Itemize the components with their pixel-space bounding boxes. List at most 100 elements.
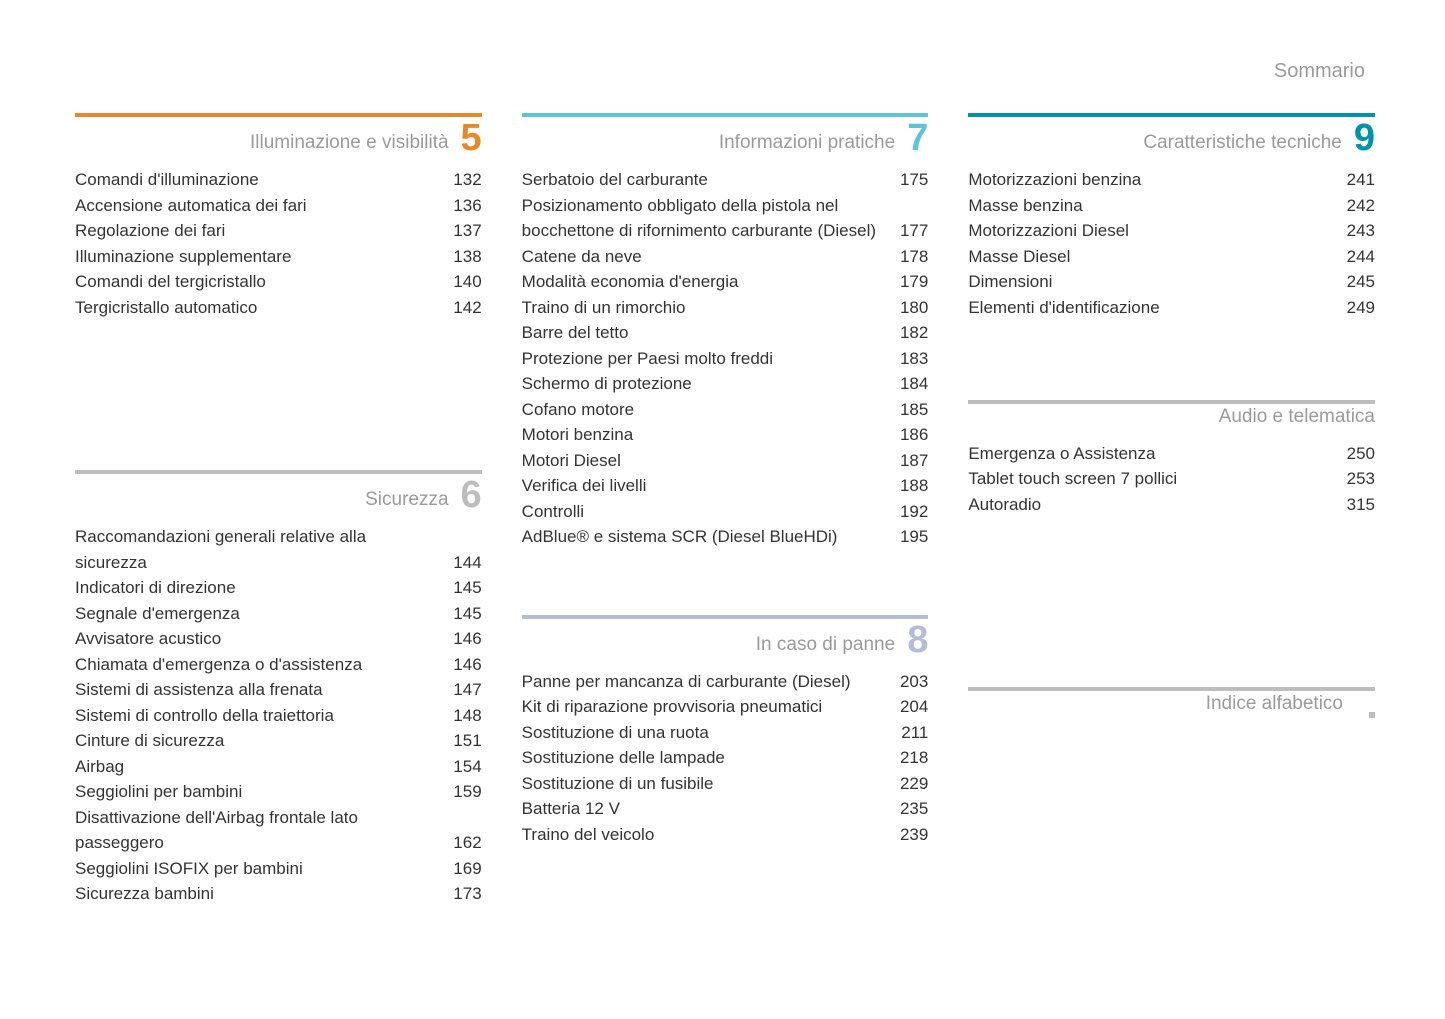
toc-section: In caso di panne8 Panne per mancanza di c… (522, 615, 929, 848)
toc-entry[interactable]: Sostituzione di un fusibile229 (522, 771, 929, 797)
section-number: 7 (907, 119, 928, 157)
toc-entry[interactable]: Tergicristallo automatico142 (75, 295, 482, 321)
toc-entry[interactable]: Regolazione dei fari137 (75, 218, 482, 244)
section-entries: Serbatoio del carburante175Posizionament… (522, 167, 929, 550)
toc-entry[interactable]: Comandi del tergicristallo140 (75, 269, 482, 295)
entry-label: Batteria 12 V (522, 796, 886, 822)
toc-entry[interactable]: Barre del tetto182 (522, 320, 929, 346)
toc-entry[interactable]: Motorizzazioni benzina 241 (968, 167, 1375, 193)
entry-label: Panne per mancanza di carburante (Diesel… (522, 669, 886, 695)
entry-label: Motori benzina (522, 422, 886, 448)
toc-entry[interactable]: Protezione per Paesi molto freddi183 (522, 346, 929, 372)
entry-label: Indicatori di direzione (75, 575, 439, 601)
toc-entry[interactable]: Controlli192 (522, 499, 929, 525)
section-header: Audio e telematica (968, 400, 1375, 431)
toc-entry[interactable]: Posizionamento obbligato della pistola n… (522, 193, 929, 244)
entry-page: 187 (900, 448, 928, 474)
entry-label: Motorizzazioni Diesel (968, 218, 1332, 244)
toc-section: Informazioni pratiche 7 Serbatoio del carb… (522, 113, 929, 550)
entry-page: 151 (453, 728, 481, 754)
entry-label: Seggiolini per bambini (75, 779, 439, 805)
entry-page: 159 (453, 779, 481, 805)
toc-entry[interactable]: Accensione automatica dei fari136 (75, 193, 482, 219)
entry-label: Posizionamento obbligato della pistola n… (522, 193, 886, 244)
entry-page: 173 (453, 881, 481, 907)
toc-entry[interactable]: Disattivazione dell'Airbag frontale lato… (75, 805, 482, 856)
toc-entry[interactable]: Sostituzione delle lampade218 (522, 745, 929, 771)
entry-page: 177 (900, 218, 928, 244)
entry-page: 204 (900, 694, 928, 720)
toc-entry[interactable]: Traino del veicolo239 (522, 822, 929, 848)
entry-label: Seggiolini ISOFIX per bambini (75, 856, 439, 882)
entry-label: Illuminazione supplementare (75, 244, 439, 270)
entry-label: Barre del tetto (522, 320, 886, 346)
section-title: Informazioni pratiche (719, 132, 895, 157)
entry-label: Traino del veicolo (522, 822, 886, 848)
section-entries: Raccomandazioni generali relative alla s… (75, 524, 482, 907)
toc-entry[interactable]: Verifica dei livelli188 (522, 473, 929, 499)
toc-entry[interactable]: Airbag154 (75, 754, 482, 780)
entry-page: 203 (900, 669, 928, 695)
entry-page: 241 (1347, 167, 1375, 193)
toc-entry[interactable]: Catene da neve178 (522, 244, 929, 270)
toc-entry[interactable]: Raccomandazioni generali relative alla s… (75, 524, 482, 575)
entry-label: Sostituzione delle lampade (522, 745, 886, 771)
entry-page: 146 (453, 652, 481, 678)
section-header: Illuminazione e visibilità5 (75, 113, 482, 157)
section-entries: Comandi d'illuminazione132Accensione aut… (75, 167, 482, 320)
toc-entry[interactable]: Seggiolini per bambini 159 (75, 779, 482, 805)
toc-entry[interactable]: Comandi d'illuminazione132 (75, 167, 482, 193)
toc-entry[interactable]: Tablet touch screen 7 pollici253 (968, 466, 1375, 492)
toc-entry[interactable]: Illuminazione supplementare138 (75, 244, 482, 270)
toc-entry[interactable]: Segnale d'emergenza145 (75, 601, 482, 627)
toc-section: Illuminazione e visibilità5 Comandi d'ill… (75, 113, 482, 320)
toc-entry[interactable]: Dimensioni245 (968, 269, 1375, 295)
toc-entry[interactable]: Sicurezza bambini173 (75, 881, 482, 907)
entry-page: 144 (453, 550, 481, 576)
section-entries: Motorizzazioni benzina241Masse benzina24… (968, 167, 1375, 320)
entry-page: 245 (1347, 269, 1375, 295)
toc-entry[interactable]: Schermo di protezione184 (522, 371, 929, 397)
entry-page: 195 (900, 524, 928, 550)
entry-label: Tergicristallo automatico (75, 295, 439, 321)
toc-columns: Illuminazione e visibilità5 Comandi d'ill… (75, 113, 1375, 962)
toc-entry[interactable]: Modalità economia d'energia179 (522, 269, 929, 295)
entry-page: 148 (453, 703, 481, 729)
toc-column: Illuminazione e visibilità5 Comandi d'ill… (75, 113, 482, 962)
toc-entry[interactable]: Autoradio315 (968, 492, 1375, 518)
toc-section: Caratteristiche tecniche9Motorizzazioni … (968, 113, 1375, 320)
toc-entry[interactable]: Masse Diesel244 (968, 244, 1375, 270)
toc-entry[interactable]: Avvisatore acustico146 (75, 626, 482, 652)
entry-label: Motori Diesel (522, 448, 886, 474)
toc-entry[interactable]: Seggiolini ISOFIX per bambini169 (75, 856, 482, 882)
toc-entry[interactable]: Cinture di sicurezza151 (75, 728, 482, 754)
entry-label: AdBlue® e sistema SCR (Diesel BlueHDi) (522, 524, 886, 550)
toc-entry[interactable]: Indicatori di direzione145 (75, 575, 482, 601)
entry-page: 179 (900, 269, 928, 295)
toc-entry[interactable]: Panne per mancanza di carburante (Diesel… (522, 669, 929, 695)
entry-label: Masse benzina (968, 193, 1332, 219)
section-header: In caso di panne8 (522, 615, 929, 659)
toc-entry[interactable]: Emergenza o Assistenza250 (968, 441, 1375, 467)
section-number: 6 (461, 476, 482, 514)
toc-column: Caratteristiche tecniche9Motorizzazioni … (968, 113, 1375, 962)
toc-entry[interactable]: AdBlue® e sistema SCR (Diesel BlueHDi) 19… (522, 524, 929, 550)
toc-entry[interactable]: Serbatoio del carburante175 (522, 167, 929, 193)
entry-page: 140 (453, 269, 481, 295)
toc-entry[interactable]: Traino di un rimorchio180 (522, 295, 929, 321)
toc-entry[interactable]: Cofano motore185 (522, 397, 929, 423)
toc-entry[interactable]: Motori benzina186 (522, 422, 929, 448)
toc-entry[interactable]: Elementi d'identificazione249 (968, 295, 1375, 321)
toc-entry[interactable]: Motori Diesel 187 (522, 448, 929, 474)
toc-entry[interactable]: Sostituzione di una ruota211 (522, 720, 929, 746)
toc-entry[interactable]: Motorizzazioni Diesel243 (968, 218, 1375, 244)
toc-entry[interactable]: Batteria 12 V235 (522, 796, 929, 822)
toc-entry[interactable]: Masse benzina242 (968, 193, 1375, 219)
entry-page: 162 (453, 830, 481, 856)
entry-page: 211 (901, 720, 928, 746)
toc-entry[interactable]: Sistemi di assistenza alla frenata147 (75, 677, 482, 703)
entry-label: Motorizzazioni benzina (968, 167, 1332, 193)
toc-entry[interactable]: Sistemi di controllo della traiettoria14… (75, 703, 482, 729)
toc-entry[interactable]: Chiamata d'emergenza o d'assistenza146 (75, 652, 482, 678)
toc-entry[interactable]: Kit di riparazione provvisoria pneumatic… (522, 694, 929, 720)
